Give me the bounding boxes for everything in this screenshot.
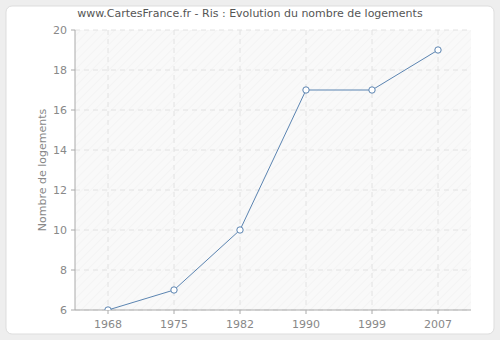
tick-mark — [372, 310, 373, 314]
title: www.CartesFrance.fr - Ris : Evolution du… — [77, 7, 423, 20]
tick-label: 20 — [53, 24, 67, 37]
panel-background — [6, 6, 494, 334]
tick-label: 1968 — [94, 318, 122, 331]
data-line — [108, 50, 438, 310]
data-point — [171, 287, 177, 293]
tick-mark — [71, 70, 75, 71]
data-point — [303, 87, 309, 93]
grid-line — [306, 30, 307, 310]
grid-line — [108, 30, 109, 310]
tick-label: 18 — [53, 64, 67, 77]
tick-mark — [71, 270, 75, 271]
tick-mark — [240, 310, 241, 314]
grid-line — [75, 70, 471, 71]
chart-container: 6 8 10 12 14 16 18 20 1968 1975 1982 1990 1999 2007 ww… — [0, 0, 500, 340]
grid-line — [75, 310, 471, 311]
data-point — [237, 227, 243, 233]
grid-line — [372, 30, 373, 310]
plot-background — [75, 30, 471, 310]
tick-mark — [71, 150, 75, 151]
data-point — [369, 87, 375, 93]
tick-mark — [71, 30, 75, 31]
tick-mark — [71, 230, 75, 231]
grid-line — [438, 30, 439, 310]
tick-label: 1990 — [292, 318, 320, 331]
tick-label: 6 — [60, 304, 67, 317]
tick-label: 16 — [53, 104, 67, 117]
grid-line — [75, 30, 471, 31]
tick-label: 2007 — [424, 318, 452, 331]
tick-mark — [71, 110, 75, 111]
grid-line — [174, 30, 175, 310]
tick-mark — [108, 310, 109, 314]
tick-label: 14 — [53, 144, 67, 157]
tick-label: 1982 — [226, 318, 254, 331]
chart-svg: 6 8 10 12 14 16 18 20 1968 1975 1982 1990 1999 2007 ww… — [0, 0, 500, 340]
grid-line — [75, 190, 471, 191]
tick-mark — [71, 190, 75, 191]
data-group — [105, 47, 441, 310]
tick-label: 10 — [53, 224, 67, 237]
tick-label: 12 — [53, 184, 67, 197]
tick-label: 8 — [60, 264, 67, 277]
tick-mark — [71, 310, 75, 311]
y-axis-label: Nombre de logements — [36, 108, 49, 231]
grid-line — [75, 110, 471, 111]
data-point — [435, 47, 441, 53]
tick-label: 1975 — [160, 318, 188, 331]
y-axis — [75, 30, 76, 310]
grid-line — [240, 30, 241, 310]
outer-background — [0, 0, 500, 340]
tick-label: 1999 — [358, 318, 386, 331]
data-point — [105, 307, 111, 310]
grid-line — [75, 230, 471, 231]
tick-mark — [174, 310, 175, 314]
tick-mark — [438, 310, 439, 314]
grid-line — [75, 150, 471, 151]
grid-line — [75, 270, 471, 271]
x-axis — [75, 310, 471, 311]
tick-mark — [306, 310, 307, 314]
